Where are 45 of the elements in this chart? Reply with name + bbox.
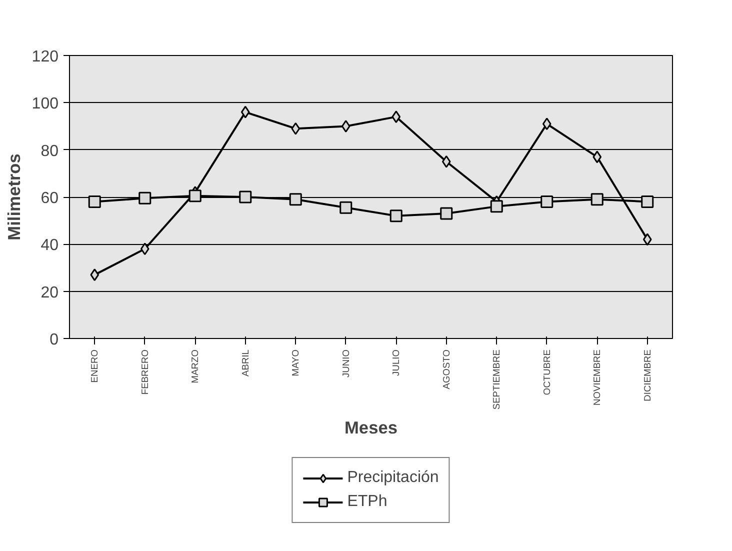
point [88,195,101,208]
point [90,268,100,282]
x-tick-label: SEPTIEMBRE [492,349,502,410]
point [540,195,554,208]
point [490,200,503,213]
y-tick-label: 0 [50,332,59,348]
legend-label: Precipitación [347,469,439,487]
point [291,122,300,135]
y-tick-label: 100 [32,96,59,113]
point [340,201,352,214]
y-tick-label: 60 [40,190,59,207]
x-tick-label: NOVIEMBRE [592,349,602,406]
x-tick-label: MAYO [290,349,301,376]
point [140,242,150,256]
y-tick-label: 40 [40,237,59,254]
point [390,210,402,222]
x-tick-label: OCTUBRE [542,349,552,396]
legend-label: ETPh [347,493,388,511]
point [542,118,552,130]
point [240,106,250,118]
point [239,190,252,204]
x-tick-label: ABRIL [240,349,250,376]
y-tick-label: 120 [32,48,59,66]
y-axis-title: Milimetros [4,154,24,240]
point [392,110,401,124]
point [642,233,652,246]
point [341,120,350,132]
point [442,155,451,168]
x-tick-label: AGOSTO [441,349,452,390]
x-tick-label: JULIO [391,350,402,376]
y-tick-label: 20 [40,284,59,302]
point [188,190,202,202]
x-tick-label: ENERO [90,349,100,383]
point [440,207,453,220]
point [138,192,152,204]
point [289,193,302,206]
x-tick-label: MARZO [190,349,200,384]
x-axis-title: Meses [344,418,398,438]
point [641,195,654,208]
y-tick-label: 80 [40,142,59,160]
point [590,193,604,206]
x-tick-label: FEBRERO [140,350,150,395]
x-tick-label: DICIEMBRE [642,349,652,402]
x-tick-label: JUNIO [340,349,351,378]
point [592,150,602,164]
